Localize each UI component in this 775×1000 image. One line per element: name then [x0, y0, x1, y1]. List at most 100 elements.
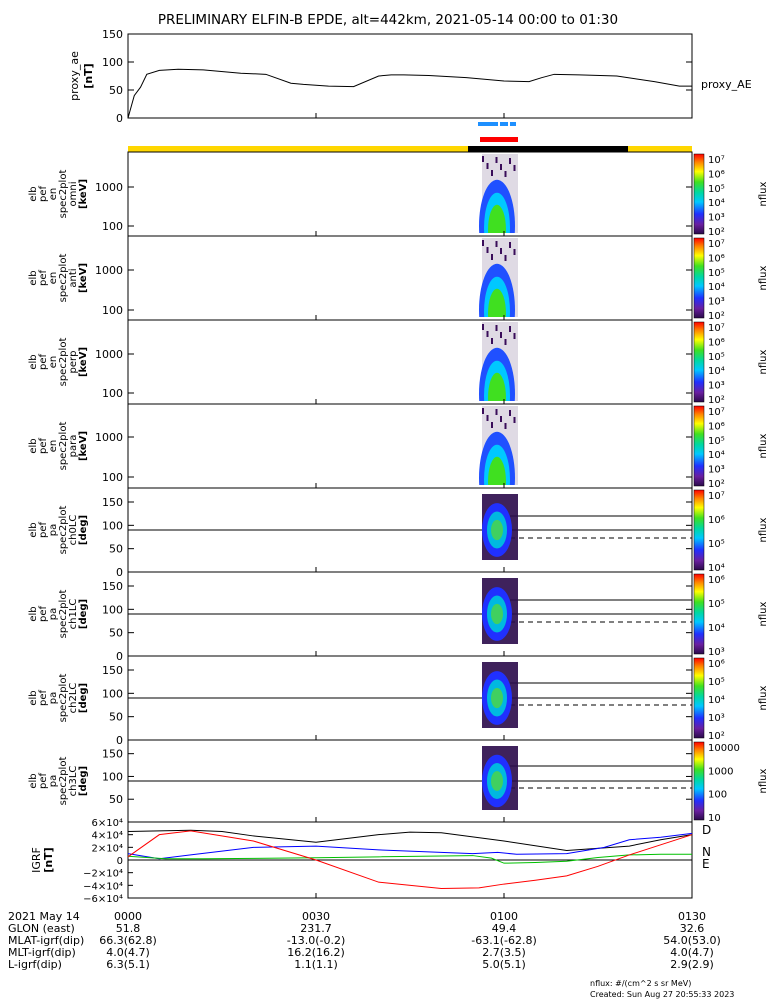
panel-ylabel-line: elb	[28, 270, 39, 285]
xaxis-row-value: 6.3(5.1)	[106, 958, 150, 971]
panel-ylabel-line: elb	[28, 773, 39, 788]
panel-ylabel-line: pef	[38, 270, 49, 287]
igrf-ytick-label: 2×10⁴	[92, 843, 123, 854]
heatmap-mask	[478, 317, 518, 320]
spectrogram-panel-4: 1000 100 elb pef en spec2plot para [keV] 10⁷ 10⁶ 1…	[28, 403, 769, 525]
igrf-legend-label: D	[702, 823, 711, 837]
panel-ylabel-line: spec2plot	[58, 170, 69, 219]
xaxis-row-label: GLON (east)	[8, 922, 75, 935]
ytick-label: 100	[102, 471, 123, 484]
colorbar-tick-label: 10⁴	[708, 366, 725, 377]
heatmap-speckle	[513, 333, 516, 339]
heatmap-speckle	[491, 422, 493, 428]
x-axis-annotation: 2021 May 14 0000 0030 0100 0130 GLON (east) 51…	[8, 910, 721, 971]
proxy-ytick-label: 0	[116, 112, 123, 125]
colorbar-tick-label: 10⁶	[708, 575, 725, 586]
heatmap-speckle	[513, 417, 516, 423]
heatmap-speckle	[500, 164, 502, 170]
panel-ylabel-line: [keV]	[78, 263, 89, 293]
xaxis-row-value: 0100	[490, 910, 518, 923]
panel-ylabel-line: pef	[38, 606, 49, 623]
xaxis-row-value: 49.4	[492, 922, 517, 935]
spectrogram-panel-7: 150 100 50 0 elb pef pa spec2plot ch2LC [deg] 10⁶ 1…	[28, 655, 769, 747]
colorbar-tick-label: 10⁵	[708, 184, 725, 195]
ytick-label: 1000	[95, 348, 123, 361]
proxy-ytick-label: 150	[102, 28, 123, 41]
panel-ylabel-line: spec2plot	[58, 338, 69, 387]
heatmap-speckle	[500, 248, 502, 254]
sunlit-bar-1	[128, 146, 468, 152]
colorbar-tick-label: 10⁵	[708, 677, 725, 688]
igrf-series-line	[127, 853, 692, 864]
panel-frame	[127, 319, 693, 405]
colorbar-label: nflux	[758, 433, 769, 458]
colorbar-tick-label: 10³	[708, 213, 725, 224]
igrf-series-line	[127, 829, 693, 852]
heatmap-speckle	[491, 254, 493, 260]
panel-frame	[127, 235, 693, 321]
heatmap-speckle	[482, 324, 484, 330]
heatmap-speckle	[495, 157, 498, 163]
xaxis-row-value: -13.0(-0.2)	[287, 934, 346, 947]
colorbar-tick-label: 10²	[708, 227, 725, 238]
heatmap-speckle	[482, 156, 484, 162]
colorbar	[693, 657, 705, 739]
panel-frame	[127, 403, 693, 489]
heatmap-speckle	[500, 416, 502, 422]
panel-ylabel-line: [deg]	[78, 766, 89, 796]
heatmap-mask	[478, 485, 518, 488]
igrf-ylabel: IGRF	[30, 847, 43, 873]
proxy-ae-panel: 150 100 50 0 proxy_AE proxy_ae [nT]	[68, 28, 752, 125]
eclipse-bar	[468, 146, 628, 152]
colorbar	[693, 489, 705, 571]
heatmap-core	[491, 771, 503, 791]
colorbar-tick-label: 10⁴	[708, 198, 725, 209]
proxy-ylabel: proxy_ae	[68, 51, 81, 101]
colorbar-tick-label: 10²	[708, 731, 725, 742]
xaxis-row-value: 51.8	[116, 922, 141, 935]
panel-ylabel-line: elb	[28, 522, 39, 537]
colorbar-tick-label: 10⁷	[708, 491, 725, 502]
heatmap-mask	[478, 233, 518, 236]
xaxis-row-value: 1.1(1.1)	[294, 958, 338, 971]
heatmap-core	[491, 603, 503, 625]
ytick-label: 1000	[95, 431, 123, 444]
colorbar-tick-label: 10²	[708, 479, 725, 490]
ytick-label: 100	[102, 770, 123, 783]
heatmap-speckle	[509, 410, 511, 416]
heatmap-speckle	[491, 170, 493, 176]
colorbar-tick-label: 10³	[708, 713, 725, 724]
xaxis-row-value: 4.0(4.7)	[106, 946, 150, 959]
panel-ylabel-line: spec2plot	[58, 254, 69, 303]
xaxis-row-label: L-igrf(dip)	[8, 958, 62, 971]
ytick-label: 0	[116, 650, 123, 663]
ytick-label: 1000	[95, 181, 123, 194]
ytick-label: 0	[116, 566, 123, 579]
heatmap-mask	[478, 401, 518, 404]
panel-frame	[127, 151, 693, 237]
panel-ylabel-line: [deg]	[78, 683, 89, 713]
xaxis-row-value: 66.3(62.8)	[99, 934, 157, 947]
colorbar-tick-label: 10²	[708, 395, 725, 406]
colorbar-tick-label: 10⁴	[708, 282, 725, 293]
colorbar-tick-label: 10³	[708, 465, 725, 476]
science-zone-bar-2	[500, 122, 508, 126]
xaxis-row-label: 2021 May 14	[8, 910, 80, 923]
colorbar-tick-label: 10⁷	[708, 407, 725, 418]
colorbar	[693, 741, 705, 821]
colorbar-tick-label: 10⁴	[708, 695, 725, 706]
xaxis-row-value: 231.7	[300, 922, 332, 935]
spectrogram-panel-8: 150 100 50 elb pef pa spec2plot ch3LC [deg] 10000…	[28, 739, 769, 824]
panel-ylabel-line: pef	[38, 773, 49, 790]
colorbar-label: nflux	[758, 601, 769, 626]
colorbar	[693, 573, 705, 655]
colorbar-tick-label: 10000	[708, 743, 740, 754]
panel-ylabel-line: ch0LC	[68, 515, 79, 546]
igrf-ytick-label: −2×10⁴	[83, 869, 123, 880]
heatmap-speckle	[509, 158, 511, 164]
ytick-label: 150	[102, 664, 123, 677]
panel-ylabel-line: spec2plot	[58, 422, 69, 471]
panel-ylabel-line: para	[68, 435, 79, 458]
igrf-ytick-label: 4×10⁴	[92, 831, 123, 842]
heatmap-speckle	[513, 165, 516, 171]
